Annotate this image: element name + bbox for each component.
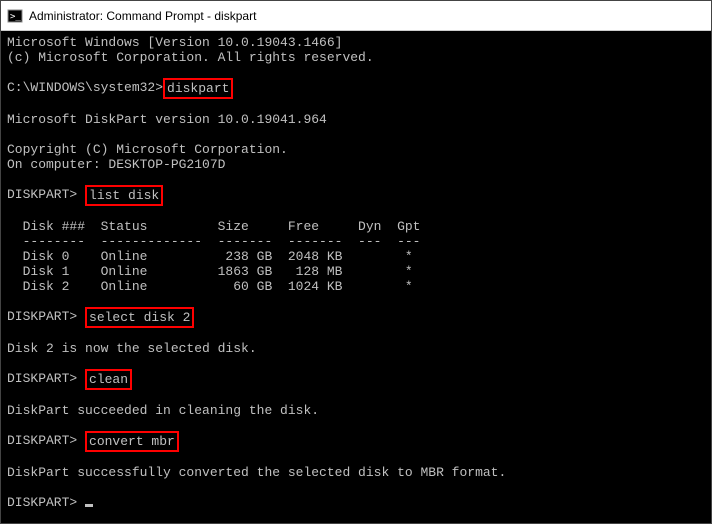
disk-table-row: Disk 0 Online 238 GB 2048 KB * (7, 249, 413, 264)
disk-table-row: Disk 2 Online 60 GB 1024 KB * (7, 279, 413, 294)
disk-table-row: Disk 1 Online 1863 GB 128 MB * (7, 264, 413, 279)
os-version-line: Microsoft Windows [Version 10.0.19043.14… (7, 35, 342, 50)
diskpart-prompt: DISKPART> (7, 371, 85, 386)
disk-table-header: Disk ### Status Size Free Dyn Gpt (7, 219, 420, 234)
diskpart-prompt: DISKPART> (7, 433, 85, 448)
select-result: Disk 2 is now the selected disk. (7, 341, 257, 356)
clean-result: DiskPart succeeded in cleaning the disk. (7, 403, 319, 418)
diskpart-copyright: Copyright (C) Microsoft Corporation. (7, 142, 288, 157)
diskpart-version: Microsoft DiskPart version 10.0.19041.96… (7, 112, 327, 127)
terminal-output[interactable]: Microsoft Windows [Version 10.0.19043.14… (1, 31, 711, 523)
command-convert-mbr: convert mbr (85, 431, 179, 452)
command-diskpart: diskpart (163, 78, 233, 99)
svg-text:>_: >_ (10, 12, 21, 22)
window-title: Administrator: Command Prompt - diskpart (29, 9, 256, 23)
command-list-disk: list disk (85, 185, 163, 206)
command-select-disk: select disk 2 (85, 307, 194, 328)
copyright-line: (c) Microsoft Corporation. All rights re… (7, 50, 374, 65)
on-computer: On computer: DESKTOP-PG2107D (7, 157, 225, 172)
command-prompt-window: >_ Administrator: Command Prompt - diskp… (0, 0, 712, 524)
convert-result: DiskPart successfully converted the sele… (7, 465, 506, 480)
diskpart-prompt: DISKPART> (7, 495, 85, 510)
disk-table-divider: -------- ------------- ------- ------- -… (7, 234, 420, 249)
diskpart-prompt: DISKPART> (7, 309, 85, 324)
diskpart-prompt: DISKPART> (7, 187, 85, 202)
titlebar[interactable]: >_ Administrator: Command Prompt - diskp… (1, 1, 711, 31)
cmd-icon: >_ (7, 8, 23, 24)
command-clean: clean (85, 369, 132, 390)
cursor (85, 504, 93, 507)
initial-prompt: C:\WINDOWS\system32> (7, 80, 163, 95)
